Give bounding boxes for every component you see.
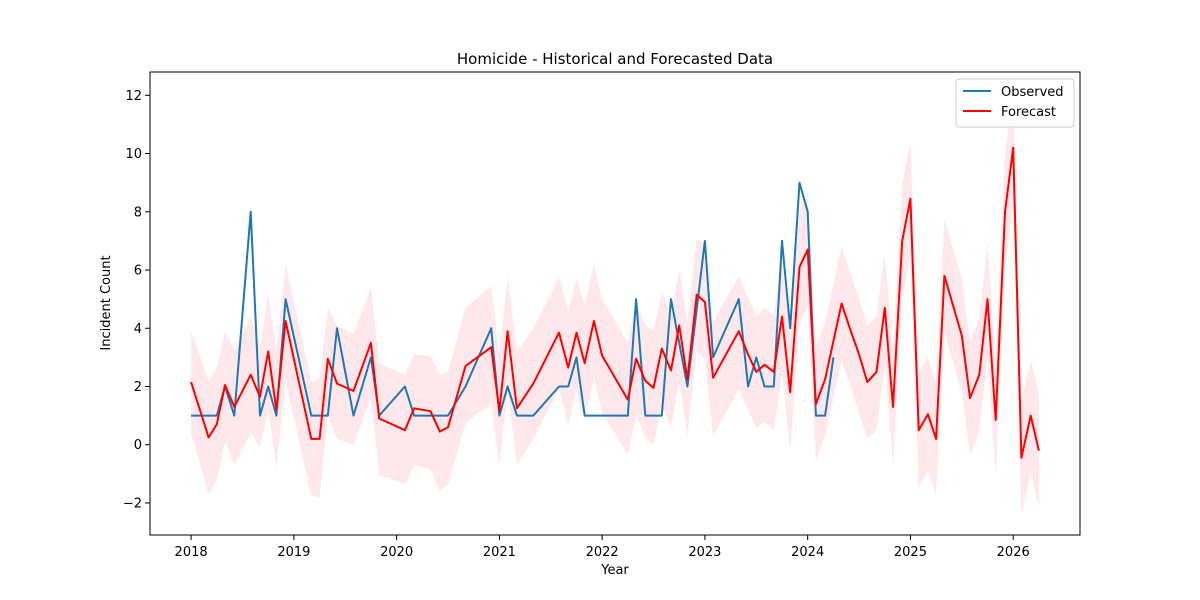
x-tick-label: 2019: [277, 545, 310, 560]
x-axis-label: Year: [600, 563, 629, 578]
x-tick-label: 2021: [483, 545, 516, 560]
y-tick-label: 8: [134, 205, 142, 220]
y-tick-label: 12: [125, 89, 142, 104]
plot-area: [149, 71, 1081, 536]
y-tick-label: 6: [134, 264, 142, 279]
x-tick-label: 2025: [894, 545, 927, 560]
plot-frame: [149, 71, 1081, 536]
x-tick-label: 2018: [175, 545, 208, 560]
legend: Observed Forecast: [955, 78, 1075, 128]
series-lines-layer: [190, 146, 1040, 459]
x-tick-label: 2023: [688, 545, 721, 560]
x-tick-label: 2024: [791, 545, 824, 560]
x-axis: 2018 2019 2020 2021 2022 2023 2024 2025 2026: [175, 535, 1030, 560]
y-tick-label: 0: [134, 438, 142, 453]
x-tick-label: 2022: [586, 545, 619, 560]
y-tick-label: 10: [125, 147, 142, 162]
y-tick-label: 2: [134, 380, 142, 395]
y-axis-label: Incident Count: [99, 255, 114, 350]
x-tick-label: 2026: [997, 545, 1030, 560]
y-tick-label: −2: [123, 496, 142, 511]
legend-label-forecast: Forecast: [1001, 105, 1056, 120]
series-line-forecast: [190, 146, 1040, 459]
y-axis: −2 0 2 4 6 8 10 12: [123, 89, 150, 511]
chart-title: Homicide - Historical and Forecasted Dat…: [457, 50, 773, 68]
legend-label-observed: Observed: [1001, 85, 1064, 100]
series-line-observed: [191, 181, 835, 417]
y-tick-label: 4: [134, 322, 142, 337]
x-tick-label: 2020: [380, 545, 413, 560]
